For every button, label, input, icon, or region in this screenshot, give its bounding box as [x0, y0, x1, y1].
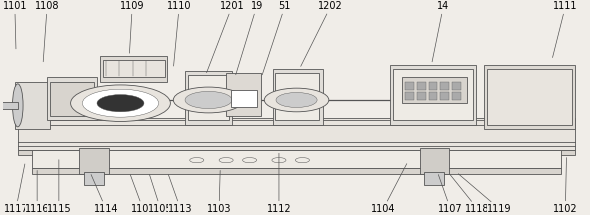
Text: 1115: 1115 — [47, 160, 71, 213]
Bar — [226, 73, 261, 116]
Bar — [394, 69, 473, 120]
Text: 1112: 1112 — [267, 153, 291, 213]
Bar — [428, 92, 437, 100]
Text: 1111: 1111 — [552, 2, 578, 58]
Bar — [440, 92, 449, 100]
Bar — [391, 64, 476, 125]
Text: 1118: 1118 — [450, 174, 490, 213]
Bar — [405, 82, 414, 90]
Bar — [273, 69, 323, 125]
Text: 1108: 1108 — [35, 2, 60, 62]
Text: 1110: 1110 — [167, 2, 191, 66]
Bar — [428, 82, 437, 90]
Bar — [18, 118, 575, 150]
Text: 1201: 1201 — [206, 2, 244, 73]
Bar — [32, 150, 560, 168]
Bar — [50, 82, 94, 116]
Bar — [84, 172, 104, 185]
Circle shape — [71, 85, 171, 121]
Bar — [405, 92, 414, 100]
Bar — [32, 168, 560, 174]
Text: 19: 19 — [236, 2, 263, 75]
Bar — [0, 102, 18, 109]
Bar — [103, 60, 165, 77]
Bar — [188, 75, 229, 120]
Text: 1109: 1109 — [120, 2, 145, 53]
Bar — [100, 56, 168, 82]
Bar — [275, 73, 319, 120]
Circle shape — [185, 91, 232, 109]
Text: 1105: 1105 — [148, 175, 173, 213]
Circle shape — [83, 89, 159, 117]
Text: 1119: 1119 — [458, 174, 512, 213]
Text: 1107: 1107 — [438, 175, 463, 213]
Circle shape — [276, 92, 317, 108]
Bar — [417, 82, 425, 90]
Bar — [420, 148, 449, 174]
Circle shape — [264, 88, 329, 112]
Text: 51: 51 — [262, 2, 291, 75]
Bar — [487, 69, 572, 125]
Bar — [484, 64, 575, 129]
Bar — [185, 71, 232, 125]
Text: 1101: 1101 — [2, 2, 27, 49]
Text: 1114: 1114 — [91, 175, 118, 213]
Text: 14: 14 — [432, 2, 450, 62]
Circle shape — [173, 87, 244, 113]
Text: 1102: 1102 — [553, 158, 578, 213]
Bar — [417, 92, 425, 100]
Bar — [47, 77, 97, 120]
Text: 1116: 1116 — [25, 170, 50, 213]
Bar — [231, 90, 257, 108]
Text: 1113: 1113 — [168, 175, 192, 213]
Bar — [424, 172, 444, 185]
Bar — [18, 150, 575, 155]
Text: 1103: 1103 — [207, 170, 231, 213]
Bar — [80, 148, 109, 174]
Text: 1202: 1202 — [301, 2, 343, 66]
Bar — [452, 92, 461, 100]
Circle shape — [97, 95, 144, 112]
Text: 1104: 1104 — [371, 164, 407, 213]
Ellipse shape — [12, 84, 23, 127]
Bar — [452, 82, 461, 90]
Bar — [440, 82, 449, 90]
Bar — [15, 82, 50, 129]
Text: 1106: 1106 — [130, 175, 155, 213]
Text: 1117: 1117 — [4, 164, 28, 213]
Bar — [402, 77, 467, 103]
